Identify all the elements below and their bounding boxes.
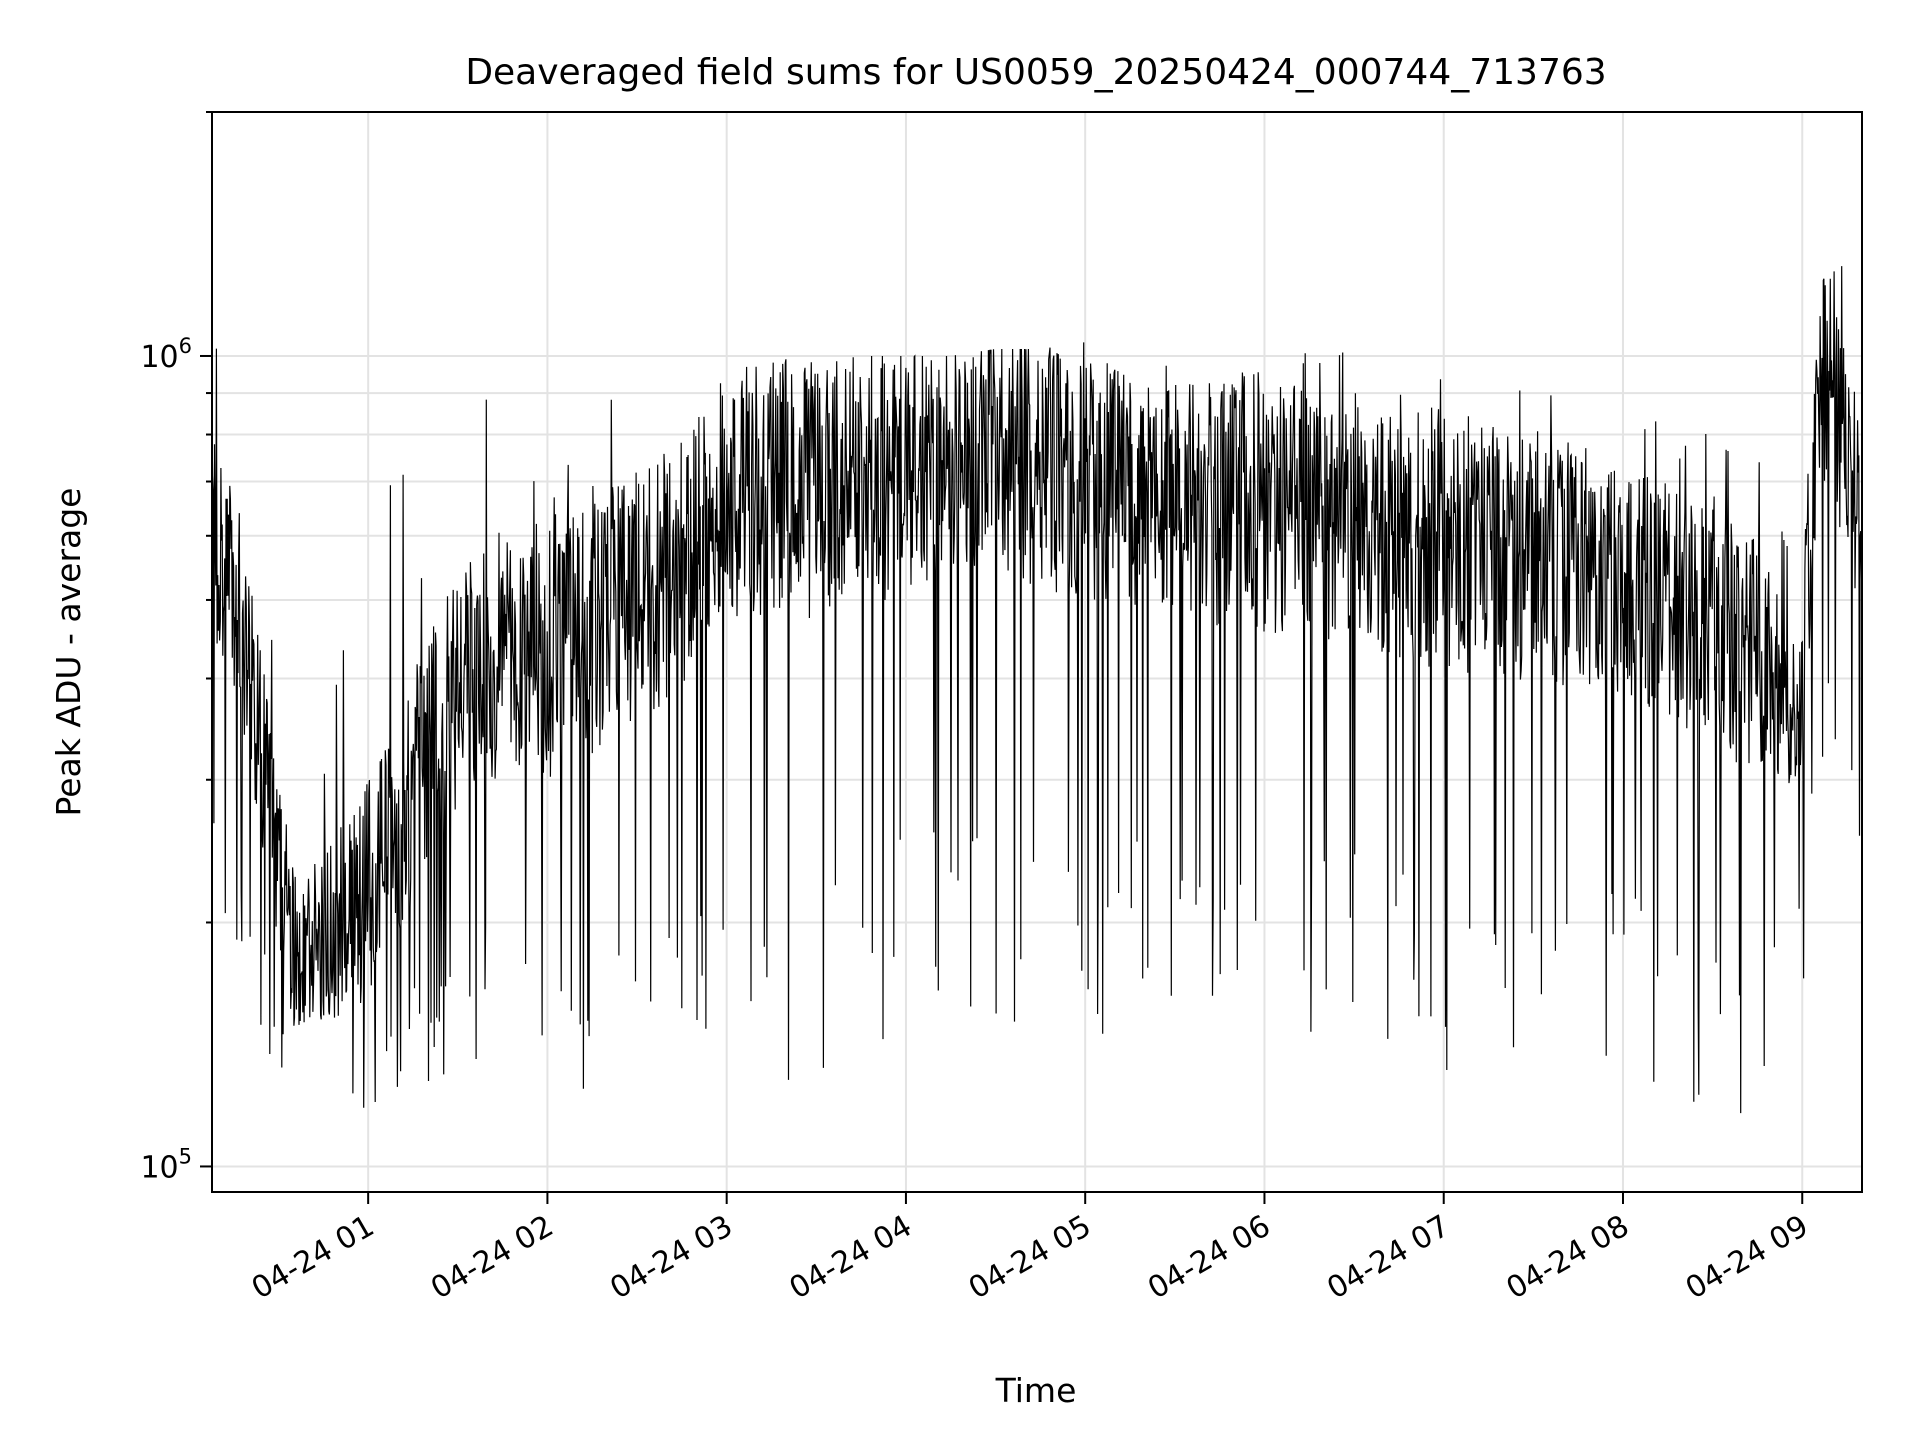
- chart-title: Deaveraged field sums for US0059_2025042…: [465, 52, 1606, 93]
- y-axis: 105 106: [140, 111, 212, 1185]
- y-tick-label: 105: [140, 1144, 192, 1185]
- axes-frame: [211, 111, 1863, 1193]
- series-line: [211, 266, 1863, 1114]
- y-tick-label: 106: [140, 334, 192, 375]
- plot-area: [211, 266, 1863, 1114]
- y-axis-label: Peak ADU - average: [49, 488, 88, 817]
- x-axis-label: Time: [995, 1371, 1077, 1410]
